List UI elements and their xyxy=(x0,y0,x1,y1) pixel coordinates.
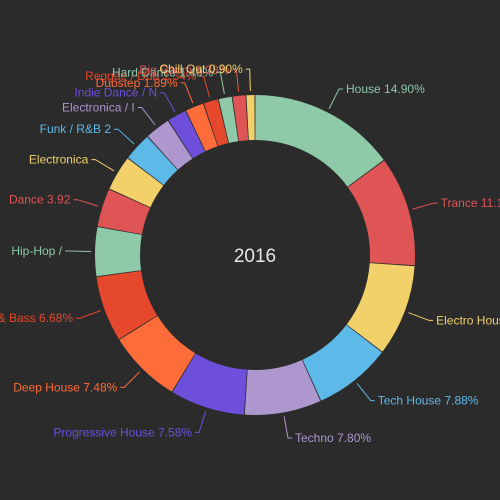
slice-label-electronica: Electronica xyxy=(29,153,89,167)
slice-house[interactable] xyxy=(255,95,384,187)
slice-label-funk-r-b: Funk / R&B 2 xyxy=(40,122,112,136)
leader-lines-group xyxy=(65,68,438,439)
slice-deep-house[interactable] xyxy=(119,316,196,392)
slice-label-dance: Dance 3.92 xyxy=(9,193,71,207)
slice-label-trance: Trance 11.14% xyxy=(441,196,500,210)
slice-indie-dance-n[interactable] xyxy=(168,110,205,159)
slice-label-big-room: Big Room 1.38% xyxy=(139,63,229,77)
leader-line-house xyxy=(328,88,344,109)
slice-labels-group: House 14.90% Trance 11.14% Electro House 9… xyxy=(0,62,500,445)
leader-line-electronica xyxy=(91,159,115,172)
slice-dubstep[interactable] xyxy=(186,103,218,152)
leader-line-electro-house xyxy=(408,312,434,321)
slice-drum-bass[interactable] xyxy=(96,270,158,340)
slice-hip-hop[interactable] xyxy=(95,227,142,277)
leader-line-chill-out xyxy=(245,68,251,92)
slice-dance[interactable] xyxy=(97,189,151,235)
leader-line-trance xyxy=(412,202,438,210)
slice-label-techno: Techno 7.80% xyxy=(295,431,371,445)
leader-line-drum-bass xyxy=(76,310,101,319)
slice-label-electro-house: Electro House 9.28% xyxy=(436,313,500,327)
slice-label-electronica-i: Electronica / I xyxy=(62,100,135,114)
slice-label-hard-dance: Hard Dance 1.40% xyxy=(112,65,214,79)
slice-techno[interactable] xyxy=(244,359,321,415)
slice-hard-dance[interactable] xyxy=(218,96,239,143)
slice-label-chill-out: Chill Out 0.90% xyxy=(159,62,243,76)
slice-label-deep-house: Deep House 7.48% xyxy=(13,380,117,394)
leader-line-hard-dance xyxy=(216,71,225,94)
slice-label-indie-dance-n: Indie Dance / N xyxy=(74,86,157,100)
slice-funk-r-b[interactable] xyxy=(128,136,178,185)
leader-line-electronica-i xyxy=(137,106,156,126)
slice-label-drum-bass: Drum & Bass 6.68% xyxy=(0,311,73,325)
slice-label-tech-house: Tech House 7.88% xyxy=(378,394,479,408)
leader-line-deep-house xyxy=(120,371,141,388)
leader-line-reggae-dub xyxy=(199,75,211,98)
slice-label-hip-hop: Hip-Hop / xyxy=(11,244,62,258)
leader-line-tech-house xyxy=(356,383,375,402)
slice-electronica[interactable] xyxy=(109,158,164,208)
slice-reggae-dub[interactable] xyxy=(203,99,229,147)
leader-line-dubstep xyxy=(180,82,194,104)
slice-label-progressive-house: Progressive House 7.58% xyxy=(53,425,192,439)
leader-line-dance xyxy=(73,199,99,207)
leader-line-funk-r-b xyxy=(114,128,135,145)
slice-tech-house[interactable] xyxy=(302,324,382,401)
slice-label-house: House 14.90% xyxy=(346,82,425,96)
slice-electro-house[interactable] xyxy=(346,263,415,352)
slice-chill-out[interactable] xyxy=(246,95,255,141)
slice-label-reggae-dub: Reggae / Dub 1.54% xyxy=(85,69,197,83)
leader-line-big-room xyxy=(232,69,240,92)
slice-progressive-house[interactable] xyxy=(172,353,247,415)
slice-electronica-i[interactable] xyxy=(147,120,193,170)
leader-line-indie-dance-n xyxy=(160,92,176,113)
chart-title: 2016 xyxy=(234,246,276,267)
slice-label-dubstep: Dubstep 1.89% xyxy=(96,76,178,90)
leader-line-techno xyxy=(283,416,292,439)
leader-line-progressive-house xyxy=(195,411,207,433)
slice-trance[interactable] xyxy=(347,160,415,266)
slices-group xyxy=(95,95,415,415)
slice-big-room[interactable] xyxy=(232,95,249,142)
